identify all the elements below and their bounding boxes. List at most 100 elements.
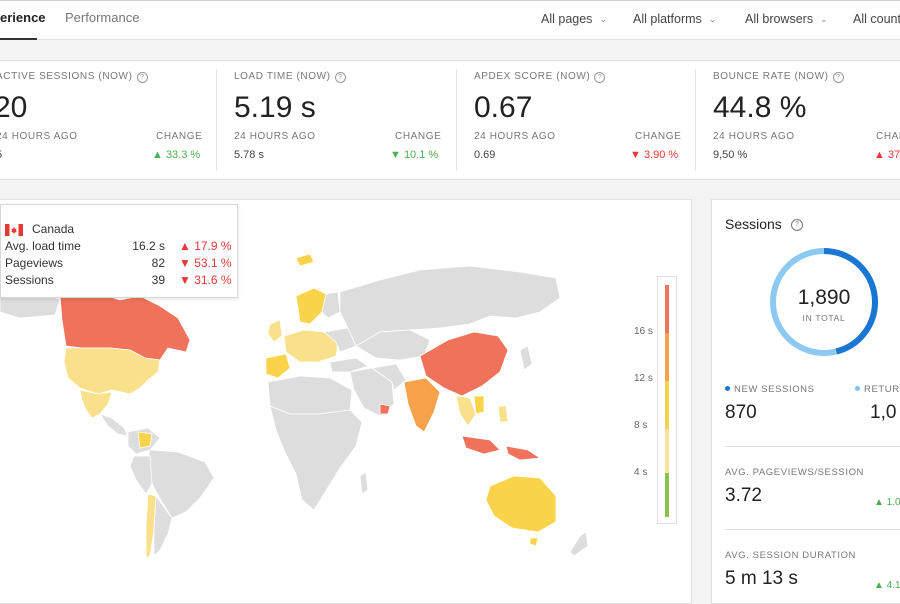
metric-change-label: CHANGE (395, 131, 442, 142)
info-icon[interactable]: ? (791, 219, 803, 231)
filter-pages-label: All pages (541, 12, 593, 26)
metric-change-label: CHANGE (156, 131, 203, 142)
metric-change-value: ▼ 3.90 % (630, 149, 679, 161)
country-iberia (265, 353, 291, 379)
metric-divider (216, 69, 217, 171)
country-india (403, 377, 441, 433)
metric-bounce-rate: BOUNCE RATE (NOW)? 44.8 % 24 HOURS AGO C… (713, 61, 900, 179)
tooltip-row-value: 39 (151, 273, 165, 287)
new-sessions-value: 870 (725, 402, 757, 423)
returning-sessions-value: 1,0 (870, 402, 897, 423)
metrics-row: ACTIVE SESSIONS (NOW)? 20 24 HOURS AGO C… (0, 60, 900, 180)
chevron-down-icon: ⌄ (708, 14, 717, 24)
legend-tick-label: 4 s (634, 467, 648, 478)
divider (725, 529, 900, 530)
metric-previous-value: 9,50 % (713, 149, 748, 161)
sessions-total-label: IN TOTAL (802, 313, 846, 323)
sessions-total-value: 1,890 (797, 286, 851, 309)
country-uk (267, 319, 283, 343)
country-madagascar (359, 471, 369, 495)
divider (725, 446, 900, 447)
metric-active-sessions: ACTIVE SESSIONS (NOW)? 20 24 HOURS AGO C… (0, 61, 216, 179)
metric-change-value: ▼ 10.1 % (390, 149, 439, 161)
tab-performance[interactable]: Performance (65, 10, 140, 25)
filter-browsers-dropdown[interactable]: All browsers ⌄ (745, 12, 828, 26)
avg-session-duration-label: AVG. SESSION DURATION (725, 550, 857, 561)
tooltip-country-name: Canada (32, 222, 75, 236)
metric-label: BOUNCE RATE (NOW)? (713, 71, 844, 83)
country-central-africa (269, 405, 363, 511)
metric-change-value: ▲ 37 (874, 149, 900, 161)
avg-pageviews-label: AVG. PAGEVIEWS/SESSION (725, 467, 865, 478)
metric-label-text: LOAD TIME (NOW) (234, 71, 331, 82)
country-turkey (329, 357, 369, 373)
country-vietnam (473, 395, 485, 415)
sessions-title: Sessions (725, 216, 782, 232)
country-russia (339, 265, 561, 347)
avg-session-duration-value: 5 m 13 s (725, 568, 798, 589)
active-tab-indicator (0, 38, 37, 40)
chevron-down-icon: ⌄ (820, 14, 828, 24)
metric-previous-label: 24 HOURS AGO (234, 131, 316, 142)
tooltip-row-label: Sessions (5, 273, 54, 287)
metric-previous-label: 24 HOURS AGO (0, 131, 78, 142)
country-indonesia (461, 435, 501, 455)
canada-flag-icon (5, 224, 23, 236)
metric-change-value: ▲ 33.3 % (152, 149, 201, 161)
filter-platforms-dropdown[interactable]: All platforms ⌄ (633, 12, 716, 26)
country-finland (321, 291, 341, 319)
country-southeast-asia (455, 395, 477, 427)
tooltip-row-label: Avg. load time (5, 239, 81, 253)
avg-pageviews-value: 3.72 (725, 485, 762, 506)
avg-pageviews-change: ▲ 1.0 (874, 497, 900, 508)
info-icon[interactable]: ? (334, 72, 346, 83)
country-iran (370, 363, 407, 391)
load-time-legend (657, 276, 677, 524)
filter-countries-dropdown[interactable]: All count (853, 12, 900, 26)
info-icon[interactable]: ? (594, 72, 606, 83)
metric-change-label: CHAN (876, 131, 900, 142)
metric-divider (695, 69, 696, 171)
sessions-donut-chart (770, 248, 878, 356)
tooltip-row-change: ▼ 53.1 % (179, 256, 232, 270)
metric-apdex-score: APDEX SCORE (NOW)? 0.67 24 HOURS AGO CHA… (474, 61, 690, 179)
filter-platforms-label: All platforms (633, 12, 702, 26)
info-icon[interactable]: ? (832, 72, 844, 83)
filter-countries-label: All count (853, 12, 900, 26)
info-icon[interactable]: ? (136, 72, 148, 83)
donut-new-arc (770, 248, 878, 356)
country-central-america (99, 413, 129, 437)
new-sessions-label-text: NEW SESSIONS (734, 384, 815, 395)
metric-divider (456, 69, 457, 171)
returning-sessions-label-text: RETURN (864, 384, 900, 395)
metric-label: ACTIVE SESSIONS (NOW)? (0, 71, 148, 83)
tooltip-row: Avg. load time 16.2 s ▲ 17.9 % (5, 239, 235, 255)
tooltip-row: Sessions 39 ▼ 31.6 % (5, 273, 235, 289)
country-philippines (497, 405, 509, 423)
tooltip-row-value: 16.2 s (132, 239, 165, 253)
tab-experience[interactable]: erience (0, 10, 46, 25)
country-eastern-europe (323, 327, 357, 353)
tooltip-row-value: 82 (151, 256, 165, 270)
tooltip-row-change: ▲ 17.9 % (179, 239, 232, 253)
country-tasmania (529, 537, 539, 547)
avg-session-duration-change: ▲ 4.1 (874, 580, 900, 591)
metric-value: 0.67 (474, 91, 533, 124)
tooltip-row: Pageviews 82 ▼ 53.1 % (5, 256, 235, 272)
country-new-zealand (569, 531, 589, 557)
country-peru (129, 455, 153, 495)
country-north-africa (267, 375, 353, 415)
metric-value: 44.8 % (713, 91, 807, 124)
country-usa (63, 347, 161, 395)
metric-previous-value: 0.69 (474, 149, 496, 161)
country-mexico (79, 389, 113, 419)
tooltip-row-change: ▼ 31.6 % (179, 273, 232, 287)
country-svalbard (295, 253, 315, 267)
metric-load-time: LOAD TIME (NOW)? 5.19 s 24 HOURS AGO CHA… (234, 61, 450, 179)
country-australia (485, 475, 557, 533)
metric-value: 5.19 s (234, 91, 316, 124)
metric-label-text: ACTIVE SESSIONS (NOW) (0, 71, 133, 82)
country-kazakhstan (355, 329, 431, 361)
country-china (419, 331, 509, 397)
filter-pages-dropdown[interactable]: All pages ⌄ (541, 12, 607, 26)
